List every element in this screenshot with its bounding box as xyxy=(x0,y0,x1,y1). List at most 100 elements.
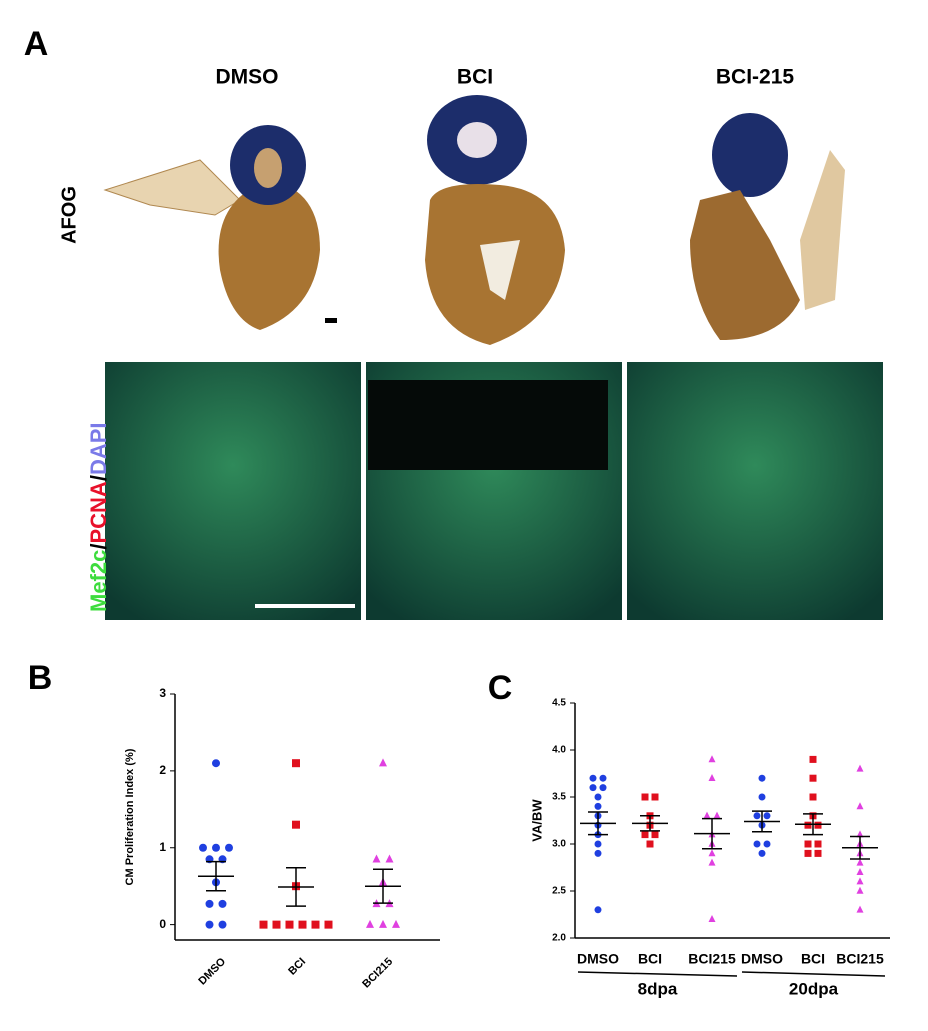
column-label: DMSO xyxy=(216,66,279,89)
y-tick-label: 1 xyxy=(159,840,166,854)
data-point xyxy=(641,831,649,839)
data-point xyxy=(259,920,268,929)
fluorescence-image xyxy=(368,380,608,470)
data-point xyxy=(218,920,227,929)
data-point xyxy=(856,886,864,894)
data-point xyxy=(292,759,300,768)
data-point xyxy=(225,843,233,852)
data-point xyxy=(804,821,812,829)
data-point xyxy=(599,784,607,792)
data-point xyxy=(713,811,721,819)
data-point xyxy=(298,920,307,929)
data-point xyxy=(814,821,822,829)
group-line xyxy=(577,971,738,977)
data-point xyxy=(703,811,711,819)
data-point xyxy=(809,755,817,763)
data-point xyxy=(856,877,864,885)
data-point xyxy=(594,840,602,848)
data-point xyxy=(379,919,387,928)
data-point xyxy=(589,774,597,782)
x-tick-label: DMSO xyxy=(196,955,228,987)
data-point xyxy=(199,843,207,852)
data-point xyxy=(708,858,716,866)
x-tick-label: BCI xyxy=(801,951,825,967)
y-tick-label: 2.0 xyxy=(552,933,566,944)
data-point xyxy=(856,830,864,838)
panel-label: A xyxy=(24,25,49,63)
y-tick-label: 2.5 xyxy=(552,886,566,897)
data-point xyxy=(272,920,281,929)
stain-part: / xyxy=(86,475,111,481)
data-point xyxy=(763,840,771,848)
data-point xyxy=(646,840,654,848)
data-point xyxy=(392,919,400,928)
data-point xyxy=(814,849,822,857)
data-point xyxy=(809,774,817,782)
panel-label: C xyxy=(488,669,513,707)
y-tick-label: 3.0 xyxy=(552,839,566,850)
data-point xyxy=(708,915,716,922)
data-point xyxy=(856,802,864,810)
data-point xyxy=(594,802,602,810)
y-tick-label: 3.5 xyxy=(552,792,566,803)
data-point xyxy=(311,920,320,929)
data-point xyxy=(599,774,607,782)
data-point xyxy=(292,820,300,829)
y-tick-label: 2 xyxy=(159,763,166,777)
afog-image xyxy=(690,113,845,340)
afog-image xyxy=(103,125,337,330)
data-point xyxy=(856,764,864,772)
stain-label: Mef2c/PCNA/DAPI xyxy=(86,422,111,612)
data-point xyxy=(212,759,220,768)
data-point xyxy=(594,793,602,801)
data-point xyxy=(708,774,716,781)
data-point xyxy=(804,849,812,857)
x-tick-label: BCI215 xyxy=(360,956,395,991)
y-axis-label: VA/BW xyxy=(529,799,544,842)
data-point xyxy=(324,920,333,929)
y-tick-label: 3 xyxy=(159,686,166,700)
data-point xyxy=(372,854,381,863)
data-point xyxy=(758,849,766,857)
fluorescence-image xyxy=(627,362,883,620)
data-point xyxy=(804,840,812,848)
fluorescence-image xyxy=(105,362,361,620)
data-point xyxy=(753,840,761,848)
x-tick-label: DMSO xyxy=(741,951,783,967)
data-point xyxy=(763,812,771,820)
data-point xyxy=(641,793,649,801)
group-label: 20dpa xyxy=(789,979,839,998)
data-point xyxy=(218,899,227,908)
group-label: 8dpa xyxy=(638,979,678,998)
data-point xyxy=(594,849,602,857)
stain-part: PCNA xyxy=(86,481,111,543)
y-tick-label: 0 xyxy=(159,917,166,931)
row-label: AFOG xyxy=(58,186,80,244)
data-point xyxy=(758,774,766,782)
stain-part: Mef2c xyxy=(86,550,111,612)
data-point xyxy=(651,831,659,839)
panel-label: B xyxy=(28,659,53,697)
y-axis-label: CM Proliferation Index (%) xyxy=(124,748,136,885)
data-point xyxy=(205,920,214,929)
y-tick-label: 4.5 xyxy=(552,698,566,709)
data-point xyxy=(856,868,864,875)
x-tick-label: BCI xyxy=(638,951,662,967)
data-point xyxy=(379,758,387,767)
x-tick-label: BCI xyxy=(286,956,308,978)
afog-image xyxy=(425,95,565,345)
x-tick-label: DMSO xyxy=(577,951,619,967)
scale-bar xyxy=(255,604,355,608)
data-point xyxy=(385,854,394,863)
data-point xyxy=(814,840,822,848)
data-point xyxy=(212,843,220,852)
x-tick-label: BCI215 xyxy=(688,951,736,967)
data-point xyxy=(589,784,597,792)
data-point xyxy=(366,919,374,928)
data-point xyxy=(651,793,659,801)
data-point xyxy=(594,906,602,914)
group-line xyxy=(741,971,886,977)
data-point xyxy=(758,793,766,801)
data-point xyxy=(205,899,214,908)
